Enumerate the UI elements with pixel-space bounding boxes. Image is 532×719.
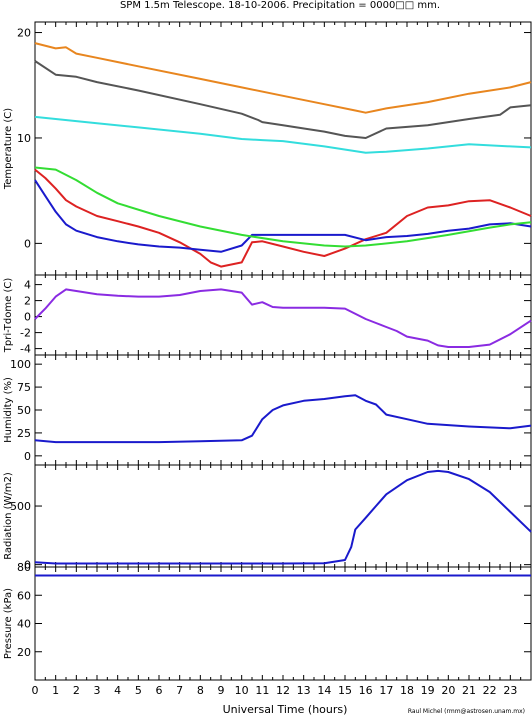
x-tick-label: 18 xyxy=(400,684,414,697)
pressure-kpa-ytick-label: 20 xyxy=(17,646,31,659)
radiation-w-m2-ylabel: Radiation (W/m2) xyxy=(3,472,14,560)
temperature-c-ytick-label: 10 xyxy=(17,132,31,145)
humidity-series-0 xyxy=(34,394,532,444)
chart-panels: 0 10 20 Temperature (C) -4 -2 0 2 4 Tpri-Tdome (C… xyxy=(3,21,532,681)
temperature-c-series-5 xyxy=(34,166,532,248)
x-tick-label: 23 xyxy=(503,684,517,697)
tpri-tdome-c-ytick-label: 0 xyxy=(24,311,31,324)
x-tick-label: 20 xyxy=(441,684,455,697)
tpri-tdome-c-frame xyxy=(34,274,532,356)
tpri-tdome-c-ytick-label: -4 xyxy=(20,343,31,356)
x-tick-label: 0 xyxy=(32,684,39,697)
temperature-c-panel: 0 10 20 Temperature (C) xyxy=(3,21,532,276)
temperature-c-series-2 xyxy=(34,115,532,154)
temperature-c-ylabel: Temperature (C) xyxy=(3,108,14,190)
humidity-ytick-label: 0 xyxy=(24,450,31,463)
radiation-w-m2-ytick-label: 500 xyxy=(10,500,31,513)
temperature-c-series-0 xyxy=(34,42,532,114)
x-tick-label: 15 xyxy=(338,684,352,697)
humidity-ylabel: Humidity (%) xyxy=(3,377,14,443)
x-tick-label: 16 xyxy=(359,684,373,697)
x-tick-label: 6 xyxy=(156,684,163,697)
x-tick-label: 5 xyxy=(135,684,142,697)
tpri-tdome-c-ylabel: Tpri-Tdome (C) xyxy=(3,278,14,354)
pressure-kpa-ytick-label: 40 xyxy=(17,618,31,631)
x-tick-label: 19 xyxy=(421,684,435,697)
pressure-kpa-ytick-label: 80 xyxy=(17,561,31,574)
x-tick-label: 10 xyxy=(235,684,249,697)
radiation-w-m2-frame xyxy=(34,464,532,568)
x-tick-label: 4 xyxy=(114,684,121,697)
x-tick-label: 1 xyxy=(52,684,59,697)
x-tick-label: 14 xyxy=(317,684,331,697)
tpri-tdome-c-ytick-label: -2 xyxy=(20,327,31,340)
x-tick-label: 2 xyxy=(73,684,80,697)
tpri-tdome-c-ytick-label: 2 xyxy=(24,295,31,308)
humidity-panel: 0 25 50 75 100 Humidity (%) xyxy=(3,354,532,466)
tpri-tdome-c-ytick-label: 4 xyxy=(24,279,31,292)
humidity-ytick-label: 50 xyxy=(17,404,31,417)
humidity-frame xyxy=(34,354,532,466)
pressure-kpa-ytick-label: 60 xyxy=(17,589,31,602)
x-axis-label: Universal Time (hours) xyxy=(223,703,348,716)
x-tick-label: 8 xyxy=(197,684,204,697)
chart-title: SPM 1.5m Telescope. 18-10-2006. Precipit… xyxy=(120,0,440,11)
humidity-ytick-label: 75 xyxy=(17,381,31,394)
x-tick-label: 22 xyxy=(483,684,497,697)
credit-text: Raul Michel (rmm@astrosen.unam.mx) xyxy=(408,708,525,715)
x-tick-label: 11 xyxy=(255,684,269,697)
humidity-ytick-label: 25 xyxy=(17,427,31,440)
pressure-kpa-frame xyxy=(34,566,532,681)
tpri-tdome-c-panel: -4 -2 0 2 4 Tpri-Tdome (C) xyxy=(3,274,532,356)
x-tick-label: 13 xyxy=(297,684,311,697)
temperature-c-series-1 xyxy=(34,60,532,139)
x-tick-label: 12 xyxy=(276,684,290,697)
x-tick-label: 7 xyxy=(176,684,183,697)
temperature-c-ytick-label: 0 xyxy=(24,237,31,250)
radiation-w-m2-ytick-label: 0 xyxy=(24,559,31,572)
temperature-c-series-4 xyxy=(34,179,532,253)
x-tick-label: 21 xyxy=(462,684,476,697)
humidity-ytick-label: 100 xyxy=(10,358,31,371)
temperature-c-ytick-label: 20 xyxy=(17,27,31,40)
x-tick-label: 17 xyxy=(379,684,393,697)
temperature-c-series-3 xyxy=(34,168,532,268)
pressure-kpa-panel: 20 40 60 80 Pressure (kPa) xyxy=(3,561,532,681)
x-axis: 0 1 2 3 4 5 6 7 8 9 10 11 12 13 14 15 16 17 18 19 20 21 22 23 xyxy=(32,684,518,697)
radiation-w-m2-series-0 xyxy=(34,469,532,565)
x-tick-label: 3 xyxy=(94,684,101,697)
x-tick-label: 9 xyxy=(218,684,225,697)
tpri-tdome-c-series-0 xyxy=(34,288,532,348)
pressure-kpa-ylabel: Pressure (kPa) xyxy=(3,588,14,659)
